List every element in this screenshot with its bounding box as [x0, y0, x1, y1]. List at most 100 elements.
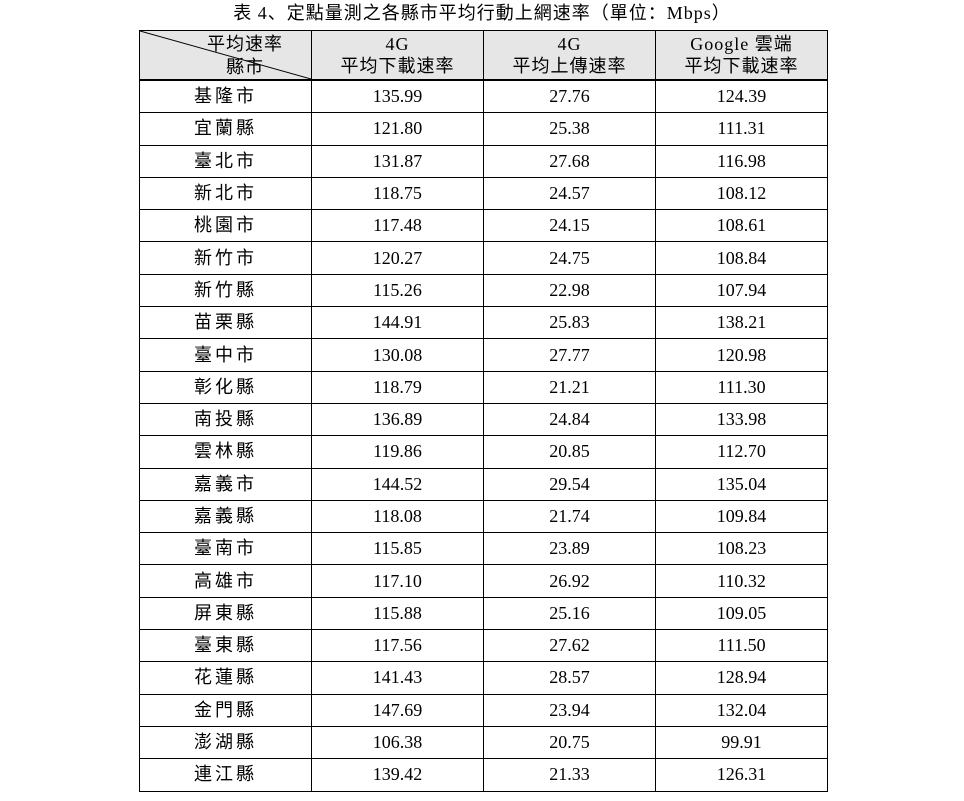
table-row: 臺中市 130.08 27.77 120.98	[139, 338, 828, 372]
county-cell: 彰化縣	[139, 370, 312, 404]
value-cell: 118.79	[311, 370, 484, 404]
value-cell: 117.10	[311, 564, 484, 598]
table-row: 澎湖縣 106.38 20.75 99.91	[139, 725, 828, 760]
county-cell: 澎湖縣	[139, 725, 312, 760]
header-row: 平均速率 縣市 4G 平均下載速率 4G 平均上傳速率 Google 雲端 平均下載速…	[139, 30, 828, 81]
column-header-line1: 4G	[557, 34, 582, 54]
county-cell: 高雄市	[139, 564, 312, 598]
value-cell: 29.54	[483, 467, 656, 501]
value-cell: 141.43	[311, 661, 484, 695]
value-cell: 99.91	[655, 725, 828, 760]
column-header: 4G 平均下載速率	[311, 30, 484, 81]
value-cell: 120.27	[311, 241, 484, 275]
table-row: 苗栗縣 144.91 25.83 138.21	[139, 306, 828, 340]
county-cell: 屏東縣	[139, 596, 312, 631]
speed-table: 平均速率 縣市 4G 平均下載速率 4G 平均上傳速率 Google 雲端 平均下載速…	[139, 30, 828, 792]
value-cell: 20.85	[483, 435, 656, 469]
table-row: 臺東縣 117.56 27.62 111.50	[139, 629, 828, 663]
value-cell: 21.21	[483, 370, 656, 404]
value-cell: 23.94	[483, 693, 656, 727]
value-cell: 28.57	[483, 661, 656, 695]
value-cell: 24.15	[483, 209, 656, 243]
value-cell: 130.08	[311, 338, 484, 372]
value-cell: 126.31	[655, 758, 828, 792]
value-cell: 111.30	[655, 370, 828, 404]
table-row: 雲林縣 119.86 20.85 112.70	[139, 435, 828, 469]
value-cell: 138.21	[655, 306, 828, 340]
table-row: 新竹市 120.27 24.75 108.84	[139, 241, 828, 275]
table-row: 臺南市 115.85 23.89 108.23	[139, 532, 828, 566]
value-cell: 121.80	[311, 112, 484, 146]
county-cell: 花蓮縣	[139, 661, 312, 695]
table-row: 彰化縣 118.79 21.21 111.30	[139, 370, 828, 404]
value-cell: 119.86	[311, 435, 484, 469]
county-cell: 臺東縣	[139, 629, 312, 663]
table-row: 基隆市 135.99 27.76 124.39	[139, 79, 828, 114]
table-row: 新北市 118.75 24.57 108.12	[139, 176, 828, 211]
county-cell: 臺北市	[139, 144, 312, 178]
value-cell: 131.87	[311, 144, 484, 178]
value-cell: 117.56	[311, 629, 484, 663]
county-cell: 嘉義市	[139, 467, 312, 501]
value-cell: 26.92	[483, 564, 656, 598]
county-cell: 連江縣	[139, 758, 312, 792]
table-title: 表 4、定點量測之各縣市平均行動上網速率（單位：Mbps）	[233, 3, 731, 23]
value-cell: 136.89	[311, 402, 484, 437]
value-cell: 147.69	[311, 693, 484, 727]
table-row: 嘉義市 144.52 29.54 135.04	[139, 467, 828, 501]
value-cell: 24.84	[483, 402, 656, 437]
value-cell: 135.99	[311, 79, 484, 114]
value-cell: 108.12	[655, 176, 828, 211]
table-row: 宜蘭縣 121.80 25.38 111.31	[139, 112, 828, 146]
county-cell: 桃園市	[139, 209, 312, 243]
value-cell: 27.68	[483, 144, 656, 178]
value-cell: 110.32	[655, 564, 828, 598]
value-cell: 118.08	[311, 499, 484, 534]
value-cell: 109.84	[655, 499, 828, 534]
value-cell: 111.50	[655, 629, 828, 663]
value-cell: 27.62	[483, 629, 656, 663]
value-cell: 27.77	[483, 338, 656, 372]
county-cell: 金門縣	[139, 693, 312, 727]
value-cell: 115.85	[311, 532, 484, 566]
value-cell: 106.38	[311, 725, 484, 760]
value-cell: 139.42	[311, 758, 484, 792]
table-row: 連江縣 139.42 21.33 126.31	[139, 758, 828, 792]
value-cell: 108.84	[655, 241, 828, 275]
column-header-line1: 4G	[385, 34, 410, 54]
county-cell: 雲林縣	[139, 435, 312, 469]
value-cell: 23.89	[483, 532, 656, 566]
corner-top-label: 平均速率	[207, 34, 283, 54]
value-cell: 117.48	[311, 209, 484, 243]
column-header: Google 雲端 平均下載速率	[655, 30, 828, 81]
table-row: 新竹縣 115.26 22.98 107.94	[139, 273, 828, 308]
diagonal-line	[140, 31, 310, 79]
value-cell: 109.05	[655, 596, 828, 631]
county-cell: 基隆市	[139, 79, 312, 114]
value-cell: 22.98	[483, 273, 656, 308]
county-cell: 南投縣	[139, 402, 312, 437]
corner-bottom-label: 縣市	[226, 57, 264, 77]
county-cell: 嘉義縣	[139, 499, 312, 534]
value-cell: 108.23	[655, 532, 828, 566]
table-row: 高雄市 117.10 26.92 110.32	[139, 564, 828, 598]
value-cell: 108.61	[655, 209, 828, 243]
table-row: 屏東縣 115.88 25.16 109.05	[139, 596, 828, 631]
table-row: 嘉義縣 118.08 21.74 109.84	[139, 499, 828, 534]
value-cell: 115.26	[311, 273, 484, 308]
value-cell: 24.75	[483, 241, 656, 275]
table-row: 花蓮縣 141.43 28.57 128.94	[139, 661, 828, 695]
county-cell: 新竹縣	[139, 273, 312, 308]
value-cell: 144.52	[311, 467, 484, 501]
county-cell: 臺中市	[139, 338, 312, 372]
column-header-line1: Google 雲端	[690, 34, 793, 54]
county-cell: 新竹市	[139, 241, 312, 275]
value-cell: 27.76	[483, 79, 656, 114]
value-cell: 24.57	[483, 176, 656, 211]
value-cell: 107.94	[655, 273, 828, 308]
table-row: 桃園市 117.48 24.15 108.61	[139, 209, 828, 243]
value-cell: 132.04	[655, 693, 828, 727]
value-cell: 118.75	[311, 176, 484, 211]
value-cell: 124.39	[655, 79, 828, 114]
county-cell: 宜蘭縣	[139, 112, 312, 146]
